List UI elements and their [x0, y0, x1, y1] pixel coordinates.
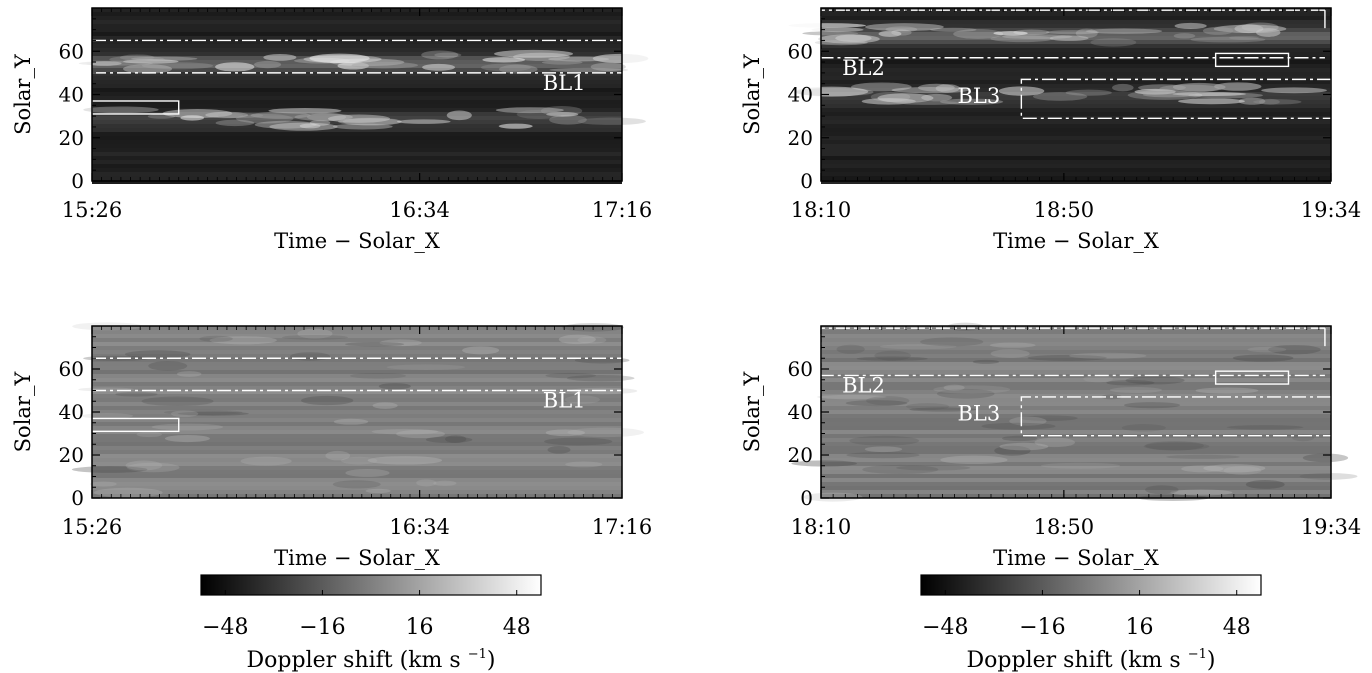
region-box: [1020, 396, 1331, 437]
y-axis-title: Solar_Y: [740, 371, 764, 453]
y-axis-title: Solar_Y: [740, 53, 764, 135]
x-tick-label: 18:50: [1034, 198, 1095, 222]
panel-3: BL1 0 20 40 60 15:26 16:34 17:16 Time − Solar_X S…: [11, 322, 652, 673]
x-tick-label: 19:34: [1301, 198, 1362, 222]
y-tick-label: 60: [59, 357, 84, 381]
colorbar-tick-label: 48: [503, 615, 531, 640]
x-tick-label: 15:26: [62, 198, 123, 222]
x-axis-title: Time − Solar_X: [993, 546, 1159, 570]
x-tick-label: 16:34: [389, 515, 450, 539]
colorbar-tick-label: −48: [202, 615, 248, 640]
colorbar: [200, 574, 542, 596]
panel-1: BL1 0 20 40 60 15:26 16:34 17:16 Time − Solar_X S…: [11, 7, 653, 253]
heatmap-texture: [71, 322, 644, 498]
colorbar-tick-label: −16: [299, 615, 345, 640]
region-label: BL1: [543, 71, 586, 95]
region-label: BL1: [543, 389, 586, 413]
x-tick-label: 18:50: [1034, 515, 1095, 539]
colorbar: [920, 574, 1262, 596]
y-tick-label: 20: [59, 126, 84, 150]
heatmap-texture: [791, 322, 1358, 502]
x-tick-label: 19:34: [1301, 515, 1362, 539]
x-tick-label: 15:26: [62, 515, 123, 539]
x-axis-title: Time − Solar_X: [274, 546, 440, 570]
selection-box: [1214, 370, 1290, 385]
region-label: BL2: [842, 374, 885, 398]
region-label: BL3: [957, 84, 1000, 108]
colorbar-title: Doppler shift (km s −1): [247, 647, 496, 673]
y-axis-title: Solar_Y: [11, 53, 35, 135]
y-tick-label: 40: [59, 83, 84, 107]
x-tick-label: 16:34: [389, 198, 450, 222]
colorbar-title: Doppler shift (km s −1): [967, 647, 1216, 673]
x-tick-label: 17:16: [592, 198, 653, 222]
colorbar-tick-label: 16: [406, 615, 434, 640]
panel-2: BL2 BL3 0 20 40 60 18:10 18:50 19:34 Time − Solar…: [740, 7, 1362, 253]
x-axis-title: Time − Solar_X: [993, 229, 1159, 253]
colorbar-tick-label: −16: [1019, 615, 1065, 640]
x-tick-label: 18:10: [791, 515, 852, 539]
y-tick-label: 20: [59, 443, 84, 467]
y-tick-label: 60: [788, 39, 813, 63]
y-tick-label: 20: [788, 443, 813, 467]
y-tick-label: 0: [800, 169, 813, 193]
region-box: [1020, 78, 1331, 119]
colorbar-tick-label: −48: [922, 615, 968, 640]
region-label: BL3: [957, 402, 1000, 426]
y-axis-title: Solar_Y: [11, 371, 35, 453]
y-tick-label: 40: [59, 400, 84, 424]
region-label: BL2: [842, 56, 885, 80]
heatmap-texture: [788, 8, 1331, 184]
y-tick-label: 60: [59, 39, 84, 63]
x-tick-label: 18:10: [791, 198, 852, 222]
y-tick-label: 0: [71, 486, 84, 510]
y-tick-label: 0: [800, 486, 813, 510]
x-tick-label: 17:16: [592, 515, 653, 539]
y-tick-label: 60: [788, 357, 813, 381]
panel-4: BL2 BL3 0 20 40 60 18:10 18:50 19:34 Time − Solar…: [740, 322, 1362, 673]
y-tick-label: 40: [788, 400, 813, 424]
y-tick-label: 0: [71, 169, 84, 193]
selection-box: [1214, 52, 1290, 68]
colorbar-tick-label: 16: [1126, 615, 1154, 640]
colorbar-tick-label: 48: [1223, 615, 1251, 640]
x-axis-title: Time − Solar_X: [274, 229, 440, 253]
heatmap-texture: [78, 8, 649, 184]
y-tick-label: 20: [788, 126, 813, 150]
y-tick-label: 40: [788, 83, 813, 107]
